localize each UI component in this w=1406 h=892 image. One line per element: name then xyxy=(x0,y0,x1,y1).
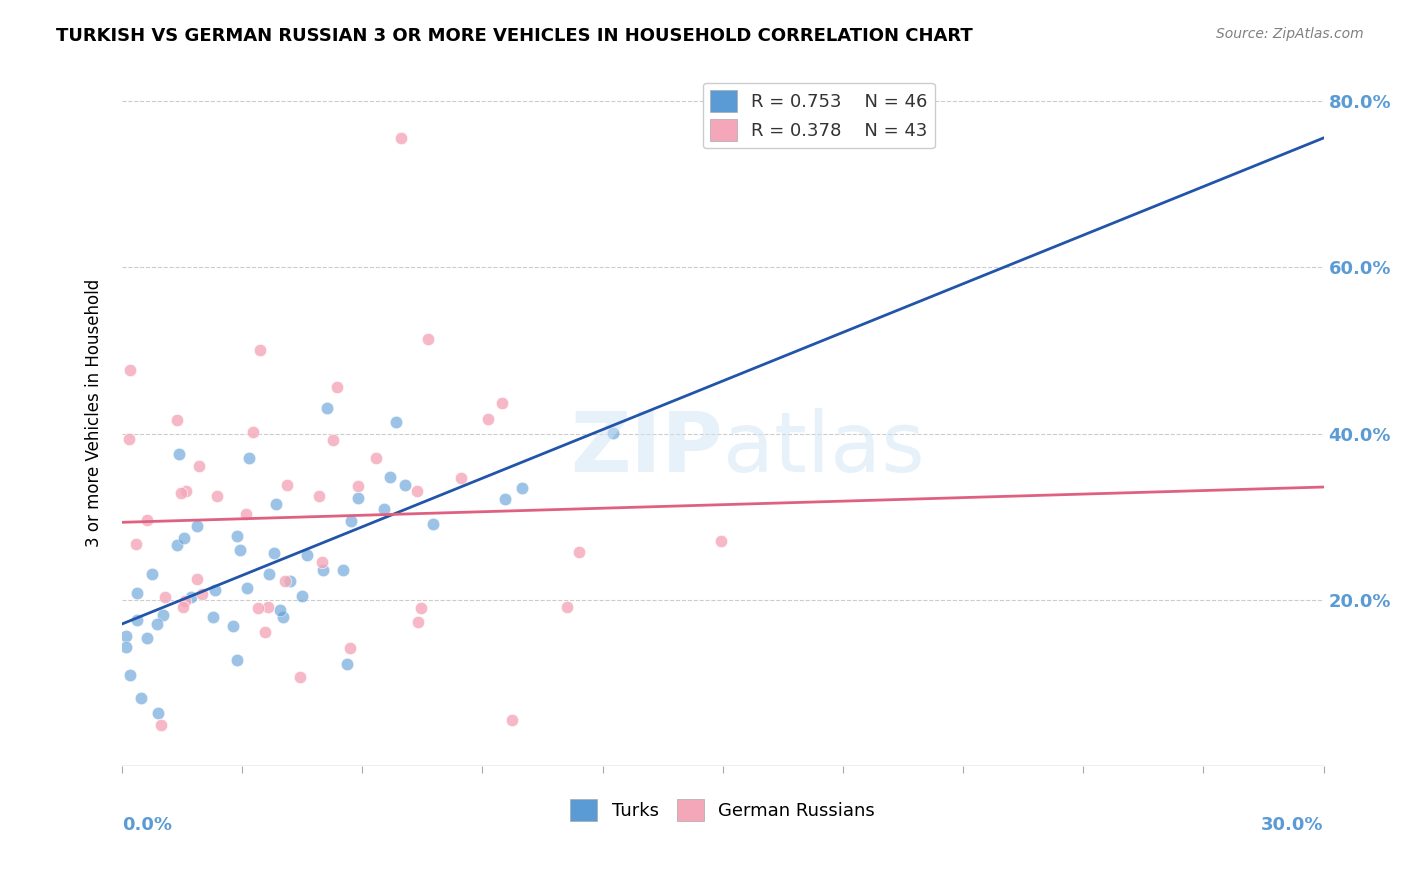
Point xyxy=(416,333,439,347)
Point xyxy=(336,657,359,672)
Legend: Turks, German Russians: Turks, German Russians xyxy=(564,791,883,828)
Point xyxy=(269,603,291,617)
Point xyxy=(347,491,370,505)
Point xyxy=(254,625,277,640)
Point xyxy=(174,483,197,498)
Point xyxy=(510,481,533,495)
Point xyxy=(450,471,472,485)
Point xyxy=(229,542,252,557)
Point xyxy=(236,581,259,595)
Point xyxy=(259,566,281,581)
Point xyxy=(235,508,257,522)
Point xyxy=(146,706,169,720)
Point xyxy=(202,609,225,624)
Point xyxy=(339,641,361,656)
Point xyxy=(246,601,269,615)
Point xyxy=(308,489,330,503)
Point xyxy=(187,458,209,473)
Point xyxy=(170,486,193,500)
Text: TURKISH VS GERMAN RUSSIAN 3 OR MORE VEHICLES IN HOUSEHOLD CORRELATION CHART: TURKISH VS GERMAN RUSSIAN 3 OR MORE VEHI… xyxy=(56,27,973,45)
Point xyxy=(555,599,578,614)
Point xyxy=(118,432,141,446)
Point xyxy=(274,574,297,588)
Point xyxy=(115,629,138,643)
Point xyxy=(491,396,513,410)
Point xyxy=(173,594,195,608)
Point xyxy=(173,531,195,545)
Point xyxy=(409,600,432,615)
Point xyxy=(238,451,260,466)
Y-axis label: 3 or more Vehicles in Household: 3 or more Vehicles in Household xyxy=(86,279,103,547)
Point xyxy=(191,587,214,601)
Point xyxy=(263,546,285,560)
Point xyxy=(346,479,368,493)
Point xyxy=(115,640,138,654)
Point xyxy=(422,517,444,532)
Point xyxy=(141,566,163,581)
Point xyxy=(186,518,208,533)
Point xyxy=(494,492,516,507)
Point xyxy=(118,362,141,376)
Point xyxy=(322,434,344,448)
Point xyxy=(135,513,157,527)
Point xyxy=(332,563,354,577)
Point xyxy=(373,502,395,516)
Point xyxy=(710,533,733,548)
Point xyxy=(146,617,169,632)
Point xyxy=(257,599,280,614)
Point xyxy=(271,610,294,624)
Point xyxy=(166,537,188,551)
Point xyxy=(226,529,249,543)
Point xyxy=(131,690,153,705)
Point xyxy=(226,653,249,667)
Point xyxy=(249,343,271,358)
Text: 0.0%: 0.0% xyxy=(122,816,172,834)
Point xyxy=(380,470,402,484)
Point xyxy=(125,537,148,551)
Point xyxy=(150,717,173,731)
Point xyxy=(264,497,287,511)
Text: atlas: atlas xyxy=(723,408,925,489)
Point xyxy=(394,478,416,492)
Point xyxy=(242,425,264,440)
Point xyxy=(385,415,408,429)
Point xyxy=(153,591,176,605)
Text: Source: ZipAtlas.com: Source: ZipAtlas.com xyxy=(1216,27,1364,41)
Point xyxy=(316,401,339,415)
Point xyxy=(340,514,363,528)
Point xyxy=(405,483,427,498)
Point xyxy=(501,713,523,727)
Point xyxy=(288,670,311,684)
Point xyxy=(312,563,335,577)
Point xyxy=(169,447,191,461)
Point xyxy=(291,590,314,604)
Point xyxy=(118,668,141,682)
Point xyxy=(166,413,188,427)
Point xyxy=(207,489,229,503)
Point xyxy=(406,615,429,629)
Point xyxy=(152,608,174,623)
Point xyxy=(204,582,226,597)
Point xyxy=(311,555,333,569)
Point xyxy=(568,544,591,558)
Point xyxy=(326,380,349,394)
Text: ZIP: ZIP xyxy=(571,408,723,489)
Point xyxy=(276,477,298,491)
Point xyxy=(389,131,412,145)
Point xyxy=(127,586,149,600)
Point xyxy=(221,619,243,633)
Point xyxy=(477,412,499,426)
Point xyxy=(180,590,202,604)
Point xyxy=(602,426,624,441)
Point xyxy=(172,599,194,614)
Point xyxy=(280,574,302,588)
Point xyxy=(186,572,208,586)
Text: 30.0%: 30.0% xyxy=(1261,816,1323,834)
Point xyxy=(297,549,319,563)
Point xyxy=(364,450,387,465)
Point xyxy=(125,613,148,627)
Point xyxy=(135,631,157,645)
